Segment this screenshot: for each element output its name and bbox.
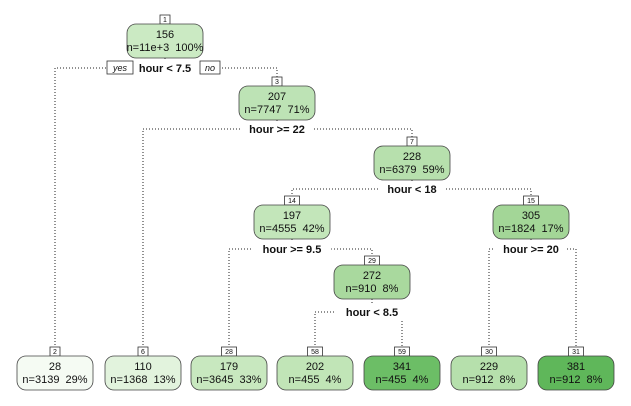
node-value: 381 — [567, 361, 585, 373]
split-rule-7: hour < 18 — [379, 182, 445, 196]
node-value: 110 — [134, 361, 152, 373]
node-box — [450, 355, 528, 391]
split-rule-1: hour < 7.5 — [129, 61, 201, 75]
node-box — [253, 204, 331, 240]
node-value: 197 — [283, 210, 301, 222]
split-rule-text: hour < 7.5 — [139, 63, 191, 75]
node-box — [276, 355, 354, 391]
node-value: 272 — [363, 270, 381, 282]
node-box — [492, 204, 570, 240]
split-rule-bg — [495, 242, 567, 256]
node-box — [373, 145, 451, 181]
node-value: 305 — [522, 210, 540, 222]
split-rule-text: hour < 18 — [387, 184, 436, 196]
node-box — [190, 355, 268, 391]
split-rule-bg — [241, 122, 313, 136]
tree-edges — [54, 58, 577, 348]
node-box — [104, 355, 182, 391]
node-box — [363, 355, 441, 391]
split-rule-14: hour >= 9.5 — [252, 242, 332, 256]
node-value: 179 — [220, 361, 238, 373]
split-rule-bg — [252, 242, 332, 256]
node-number: 1 — [163, 17, 167, 24]
node-value: 202 — [306, 361, 324, 373]
branch-label-text: yes — [112, 63, 128, 73]
node-number: 14 — [288, 198, 296, 205]
node-value: 156 — [156, 29, 174, 41]
edge-branch — [228, 248, 373, 348]
branch-label-text: no — [205, 63, 215, 73]
split-rule-bg — [379, 182, 445, 196]
node-value: 207 — [268, 91, 286, 103]
node-box — [126, 23, 204, 59]
edge-branch — [488, 248, 577, 348]
edge-branch — [314, 311, 403, 348]
node-stats: n=455 4% — [376, 374, 429, 386]
branch-yes-label: yes — [106, 60, 134, 75]
node-stats: n=912 8% — [550, 374, 603, 386]
edge-branch — [142, 128, 413, 348]
node-stats: n=1824 17% — [498, 223, 563, 235]
node-box — [333, 264, 411, 300]
node-number: 6 — [141, 349, 145, 356]
node-stats: n=912 8% — [463, 374, 516, 386]
node-value: 229 — [480, 361, 498, 373]
split-rule-15: hour >= 20 — [495, 242, 567, 256]
node-number: 15 — [527, 198, 535, 205]
split-rule-text: hour >= 22 — [249, 124, 305, 136]
split-rule-text: hour < 8.5 — [346, 307, 398, 319]
split-rule-text: hour >= 9.5 — [263, 244, 322, 256]
split-rule-29: hour < 8.5 — [336, 305, 408, 319]
branch-no-label: no — [199, 60, 221, 75]
node-value: 28 — [49, 361, 61, 373]
node-value: 228 — [403, 151, 421, 163]
split-rule-bg — [129, 61, 201, 75]
split-rule-3: hour >= 22 — [241, 122, 313, 136]
split-rule-text: hour >= 20 — [503, 244, 559, 256]
node-stats: n=910 8% — [346, 283, 399, 295]
node-stats: n=3645 33% — [196, 374, 261, 386]
node-stats: n=6379 59% — [379, 164, 444, 176]
node-box — [16, 355, 94, 391]
edge-branch — [291, 188, 532, 197]
node-stats: n=1368 13% — [110, 374, 175, 386]
node-number: 7 — [410, 139, 414, 146]
node-stats: n=4555 42% — [259, 223, 324, 235]
branch-label-box — [106, 60, 134, 75]
node-number: 31 — [572, 349, 580, 356]
node-box — [238, 85, 316, 121]
node-stats: n=455 4% — [289, 374, 342, 386]
node-number: 30 — [485, 349, 493, 356]
node-value: 341 — [393, 361, 411, 373]
tree-node-2: 2 28n=3139 29% — [16, 346, 94, 391]
node-box — [537, 355, 615, 391]
node-number: 29 — [368, 258, 376, 265]
node-stats: n=3139 29% — [22, 374, 87, 386]
node-number: 28 — [225, 349, 233, 356]
branch-label-box — [199, 60, 221, 75]
node-number: 2 — [53, 349, 57, 356]
node-stats: n=7747 71% — [244, 104, 309, 116]
node-stats: n=11e+3 100% — [127, 42, 204, 54]
node-number: 58 — [311, 349, 319, 356]
node-number: 59 — [398, 349, 406, 356]
split-rule-bg — [336, 305, 408, 319]
node-number: 3 — [275, 79, 279, 86]
